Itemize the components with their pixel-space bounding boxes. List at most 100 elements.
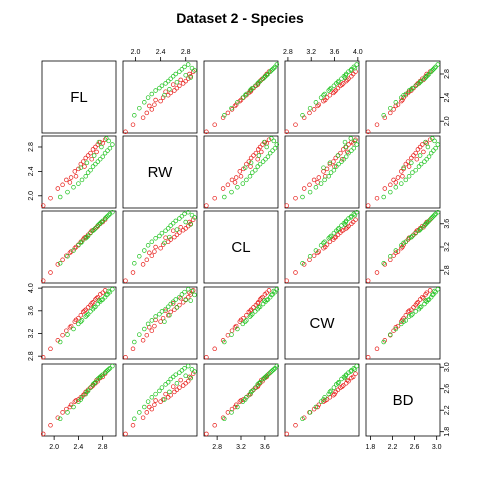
point-species_1-bd-vs-rw [183,381,188,386]
point-species_2-cl-vs-fl [78,240,84,246]
point-species_2-cl-vs-fl [104,215,109,220]
point-species_2-cw-vs-bd [417,305,423,310]
point-species_1-bd-vs-cl [237,399,243,404]
tick-label-cw-top: 3.2 [306,49,316,56]
point-species_2-cl-vs-cw [326,236,331,241]
point-species_2-rw-vs-cw [300,194,305,200]
point-species_2-rw-vs-bd [417,153,423,158]
panel-frame-fl-rw [122,60,198,134]
point-species_2-cw-vs-rw [149,318,155,323]
point-species_1-cl-vs-rw [168,237,173,242]
point-species_2-cl-vs-cw [331,230,337,236]
point-species_1-rw-vs-bd [427,137,433,142]
point-species_1-cw-vs-cl [248,308,253,314]
tick-label-fl-right: 2.4 [444,93,451,103]
point-species_1-fl-vs-rw [180,81,186,86]
point-species_1-rw-vs-bd [417,144,423,150]
point-species_1-rw-vs-fl [64,177,69,183]
point-species_2-rw-vs-fl [90,164,96,169]
point-species_2-fl-vs-cl [244,91,249,97]
point-species_1-cl-vs-fl [60,257,65,263]
point-species_1-rw-vs-fl [82,164,87,169]
point-species_2-rw-vs-cl [264,144,269,150]
point-species_2-rw-vs-fl [85,170,91,175]
point-species_2-rw-vs-cw [343,154,349,159]
point-species_2-fl-vs-bd [431,67,436,72]
point-species_2-bd-vs-fl [107,366,113,371]
point-species_2-cw-vs-rw [185,287,191,292]
point-species_2-cl-vs-fl [57,261,63,266]
point-species_1-cw-vs-rw [178,296,183,301]
panel-frame-rw-rw [122,135,198,209]
point-species_2-bd-vs-fl [65,410,70,415]
point-species_1-cw-vs-rw [158,319,163,324]
point-species_1-cw-vs-bd [374,346,380,352]
point-species_2-rw-vs-cl [222,194,227,200]
point-species_2-cw-vs-rw [182,289,187,295]
point-species_1-rw-vs-cl [266,137,272,142]
point-species_1-bd-vs-rw [170,384,176,389]
point-species_1-bd-vs-cw [284,431,289,437]
point-species_2-rw-vs-cw [348,136,354,141]
point-species_2-cl-vs-bd [425,219,431,225]
point-species_1-cl-vs-rw [130,270,136,275]
point-species_2-cw-vs-fl [84,313,90,318]
point-species_2-fl-vs-cl [260,76,266,81]
point-species_1-rw-vs-bd [409,155,414,161]
point-species_2-cl-vs-fl [84,234,90,240]
point-species_2-bd-vs-rw [177,370,182,375]
chart-title: Dataset 2 - Species [176,10,304,26]
point-species_1-rw-vs-cl [232,180,238,185]
point-species_2-fl-vs-cl [250,85,255,91]
point-species_2-cl-vs-rw [173,218,178,224]
point-species_1-cw-vs-bd [395,323,401,329]
point-species_2-rw-vs-bd [432,138,437,144]
point-species_1-fl-vs-cw [307,110,312,116]
tick-label-rw-left: 2.8 [28,142,35,152]
point-species_2-rw-vs-fl [83,174,88,179]
point-species_2-cw-vs-rw [179,292,185,297]
point-species_1-cw-vs-rw [172,307,177,312]
tick-label-rw-left: 2.4 [28,166,35,176]
point-species_1-rw-vs-fl [95,142,101,147]
point-species_2-bd-vs-cw [300,416,305,422]
point-species_1-cw-vs-fl [94,296,99,301]
point-species_2-rw-vs-cl [247,174,253,179]
point-species_2-fl-vs-cl [242,92,248,98]
point-species_1-rw-vs-fl [60,182,65,188]
point-species_2-cw-vs-cl [262,298,267,303]
point-species_1-cl-vs-rw [147,250,152,256]
point-species_2-cl-vs-cw [321,240,326,246]
point-species_2-cw-vs-bd [409,313,414,318]
point-species_1-bd-vs-rw [153,398,158,403]
point-species_2-bd-vs-cl [235,404,240,410]
point-species_2-fl-vs-cl [262,75,267,80]
point-species_2-rw-vs-bd [381,194,386,200]
point-species_1-bd-vs-cw [316,402,322,408]
point-species_2-cw-vs-cl [253,309,258,314]
point-species_1-rw-vs-fl [73,174,79,179]
point-species_1-cl-vs-rw [174,232,180,238]
point-species_2-fl-vs-bd [406,88,412,93]
point-species_2-bd-vs-rw [167,389,172,395]
point-species_2-fl-vs-rw [132,113,137,118]
tick-label-fl-bottom: 2.0 [49,444,59,451]
point-species_1-fl-vs-rw [168,90,173,96]
point-species_2-fl-vs-cw [318,95,324,100]
point-species_1-bd-vs-rw [172,389,177,395]
panel-frame-cw-cw [284,286,360,360]
point-species_2-rw-vs-cw [322,177,327,183]
point-species_2-bd-vs-rw [185,363,191,369]
point-species_2-cl-vs-fl [105,213,110,219]
point-species_2-bd-vs-fl [83,391,88,397]
point-species_2-cl-vs-fl [79,239,85,245]
point-species_2-rw-vs-bd [425,144,431,150]
point-species_2-fl-vs-cw [335,79,341,85]
point-species_1-cw-vs-rw [170,301,176,306]
point-species_2-bd-vs-rw [170,374,176,380]
point-species_2-fl-vs-cl [263,74,268,79]
point-species_2-cw-vs-rw [188,298,193,303]
point-species_2-fl-vs-cl [256,79,262,85]
point-species_1-cw-vs-cl [260,294,265,300]
point-species_1-fl-vs-bd [374,122,380,127]
